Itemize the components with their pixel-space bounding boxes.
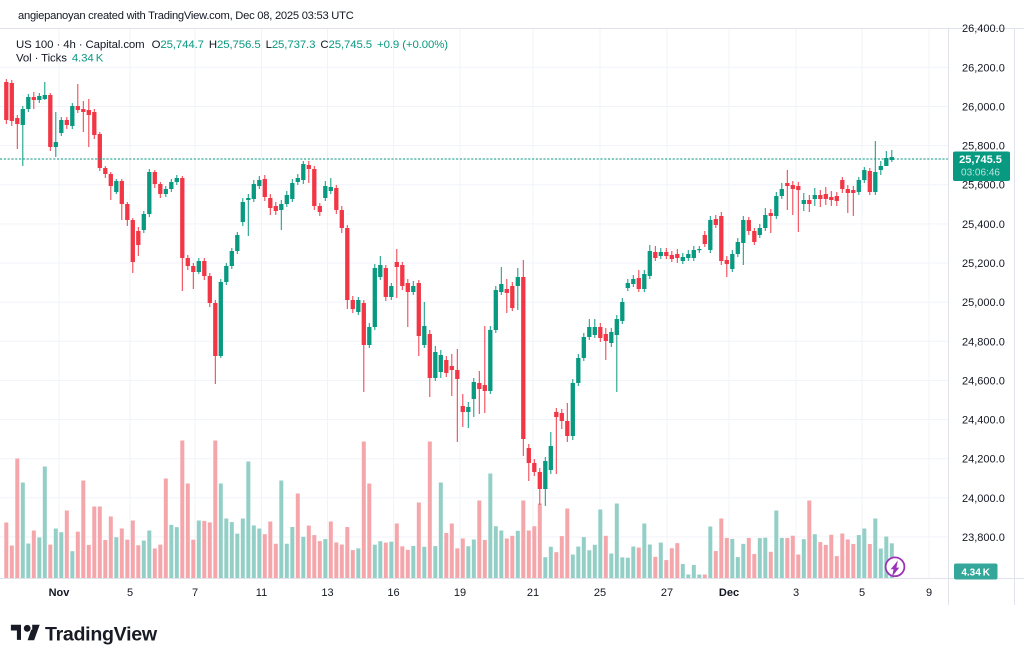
svg-text:25,745.5: 25,745.5 (959, 154, 1002, 166)
svg-text:23,800.0: 23,800.0 (962, 532, 1005, 544)
svg-text:25,000.0: 25,000.0 (962, 297, 1005, 309)
svg-text:19: 19 (454, 587, 466, 599)
svg-text:25,200.0: 25,200.0 (962, 258, 1005, 270)
svg-text:26,400.0: 26,400.0 (962, 23, 1005, 35)
svg-text:Dec: Dec (719, 587, 739, 599)
svg-text:TradingView: TradingView (45, 624, 158, 646)
svg-text:24,200.0: 24,200.0 (962, 454, 1005, 466)
svg-text:angiepanoyan created with Trad: angiepanoyan created with TradingView.co… (18, 10, 354, 22)
svg-text:25,800.0: 25,800.0 (962, 141, 1005, 153)
svg-text:13: 13 (321, 587, 333, 599)
svg-text:7: 7 (192, 587, 198, 599)
svg-text:3: 3 (793, 587, 799, 599)
svg-text:24,600.0: 24,600.0 (962, 375, 1005, 387)
svg-text:11: 11 (256, 587, 267, 599)
svg-text:16: 16 (387, 587, 399, 599)
svg-text:03:06:46: 03:06:46 (961, 168, 1000, 179)
svg-text:24,000.0: 24,000.0 (962, 493, 1005, 505)
svg-text:24,400.0: 24,400.0 (962, 415, 1005, 427)
svg-text:27: 27 (661, 587, 673, 599)
svg-text:25,600.0: 25,600.0 (962, 180, 1005, 192)
svg-text:26,000.0: 26,000.0 (962, 102, 1005, 114)
svg-text:24,800.0: 24,800.0 (962, 336, 1005, 348)
svg-text:21: 21 (527, 587, 539, 599)
svg-text:Nov: Nov (49, 587, 71, 599)
svg-text:25,400.0: 25,400.0 (962, 219, 1005, 231)
svg-text:9: 9 (926, 587, 932, 599)
svg-text:5: 5 (127, 587, 133, 599)
svg-text:26,200.0: 26,200.0 (962, 62, 1005, 74)
svg-text:5: 5 (859, 587, 865, 599)
svg-text:25: 25 (594, 587, 606, 599)
svg-text:4.34 K: 4.34 K (961, 568, 990, 579)
